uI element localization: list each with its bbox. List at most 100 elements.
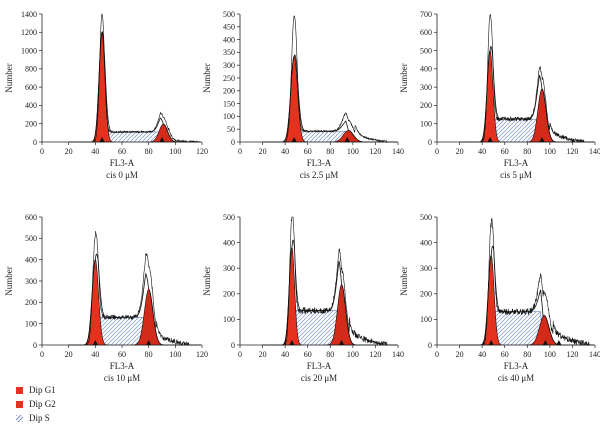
y-tick-label: 400: [25, 101, 37, 110]
y-tick-label: 400: [223, 238, 235, 247]
y-tick-label: 600: [25, 213, 37, 222]
legend-label-dip-s: Dip S: [29, 413, 50, 423]
y-tick-label: 1400: [21, 10, 37, 19]
y-tick-label: 400: [420, 65, 432, 74]
x-axis-label: FL3-A: [110, 158, 135, 168]
y-tick-label: 0: [33, 138, 37, 147]
x-tick-label: 40: [91, 350, 99, 359]
x-tick-label: 120: [369, 147, 381, 156]
x-tick-label: 60: [304, 350, 312, 359]
x-tick-label: 100: [347, 350, 359, 359]
legend-swatch-dip-s: [16, 414, 23, 422]
y-axis-label: Number: [202, 63, 212, 93]
y-tick-label: 500: [420, 213, 432, 222]
x-tick-label: 120: [566, 350, 578, 359]
x-tick-label: 20: [65, 350, 73, 359]
y-tick-label: 600: [25, 83, 37, 92]
x-tick-label: 140: [392, 350, 404, 359]
histogram-panel-4: 0 100 200 300 400 500 600 0 20 40 60 80 100 120 Number…: [4, 213, 208, 383]
y-axis-label: Number: [202, 266, 212, 296]
y-tick-label: 300: [420, 83, 432, 92]
x-tick-label: 60: [501, 350, 509, 359]
y-tick-label: 200: [420, 290, 432, 299]
y-tick-label: 300: [223, 264, 235, 273]
y-axis-label: Number: [399, 63, 409, 93]
peak-marker-icon: [146, 340, 152, 345]
x-tick-label: 80: [326, 147, 334, 156]
legend-swatch-dip-g2: [16, 400, 23, 408]
x-tick-label: 60: [304, 147, 312, 156]
x-tick-label: 140: [589, 350, 600, 359]
x-tick-label: 20: [259, 147, 267, 156]
x-tick-label: 0: [435, 350, 439, 359]
x-axis-label: FL3-A: [110, 361, 135, 371]
y-tick-label: 100: [25, 319, 37, 328]
y-tick-label: 200: [420, 101, 432, 110]
x-tick-label: 40: [478, 147, 486, 156]
y-tick-label: 200: [223, 290, 235, 299]
panel-caption: cis 10 μM: [104, 373, 140, 383]
peak-marker-icon: [539, 137, 545, 142]
y-tick-label: 400: [25, 255, 37, 264]
legend-label-dip-g2: Dip G2: [29, 399, 56, 409]
y-tick-label: 400: [420, 238, 432, 247]
x-tick-label: 100: [544, 350, 556, 359]
x-axis-label: FL3-A: [307, 361, 332, 371]
peak-marker-icon: [99, 137, 105, 142]
y-tick-label: 100: [420, 120, 432, 129]
y-tick-label: 800: [25, 65, 37, 74]
x-tick-label: 80: [523, 350, 531, 359]
peak-marker-icon: [556, 340, 562, 345]
legend-swatch-dip-g1: [16, 386, 23, 394]
y-tick-label: 100: [223, 315, 235, 324]
x-axis-label: FL3-A: [307, 158, 332, 168]
x-tick-label: 100: [169, 350, 181, 359]
y-tick-label: 500: [223, 10, 235, 19]
g1-peak-area: [89, 31, 114, 143]
x-tick-label: 40: [91, 147, 99, 156]
legend-item-dip-g1: Dip G1: [16, 384, 56, 396]
legend: Dip G1 Dip G2 Dip S: [16, 384, 56, 426]
x-tick-label: 0: [238, 147, 242, 156]
x-axis-label: FL3-A: [504, 361, 529, 371]
data-curve: [262, 216, 397, 346]
data-curve: [459, 14, 594, 143]
y-tick-label: 300: [420, 264, 432, 273]
y-axis-label: Number: [399, 266, 409, 296]
x-tick-label: 20: [456, 147, 464, 156]
y-tick-label: 100: [223, 112, 235, 121]
s-phase-area: [459, 118, 594, 143]
x-tick-label: 60: [501, 147, 509, 156]
y-tick-label: 300: [223, 61, 235, 70]
peak-marker-icon: [542, 340, 548, 345]
peak-marker-icon: [92, 340, 98, 345]
s-phase-area: [68, 131, 201, 143]
histogram-panel-2: 0 50 100 150 200 250 300 350 400 450 500 0 20 40 60 80 1…: [202, 10, 404, 180]
data-curve: [262, 15, 397, 143]
histogram-panel-3: 0 100 200 300 400 500 600 700 0 20 40 60 80 100 120 140…: [399, 10, 600, 180]
peak-marker-icon: [159, 137, 165, 142]
x-tick-label: 40: [281, 147, 289, 156]
x-tick-label: 80: [145, 350, 153, 359]
x-tick-label: 20: [65, 147, 73, 156]
y-tick-label: 0: [428, 138, 432, 147]
y-tick-label: 100: [420, 315, 432, 324]
x-tick-label: 0: [40, 147, 44, 156]
y-tick-label: 0: [428, 341, 432, 350]
peak-marker-icon: [291, 137, 297, 142]
y-tick-label: 0: [231, 341, 235, 350]
x-tick-label: 100: [544, 147, 556, 156]
x-tick-label: 120: [196, 147, 208, 156]
y-tick-label: 200: [25, 120, 37, 129]
y-tick-label: 200: [25, 298, 37, 307]
x-axis-label: FL3-A: [504, 158, 529, 168]
y-axis-label: Number: [4, 266, 14, 296]
x-tick-label: 0: [40, 350, 44, 359]
y-tick-label: 300: [25, 277, 37, 286]
x-tick-label: 40: [478, 350, 486, 359]
histogram-panel-1: 0 200 400 600 800 1000 1200 1400 0 20 40 60 80 100 120…: [4, 10, 208, 180]
data-curve: [68, 12, 201, 143]
y-tick-label: 350: [223, 48, 235, 57]
x-tick-label: 140: [589, 147, 600, 156]
